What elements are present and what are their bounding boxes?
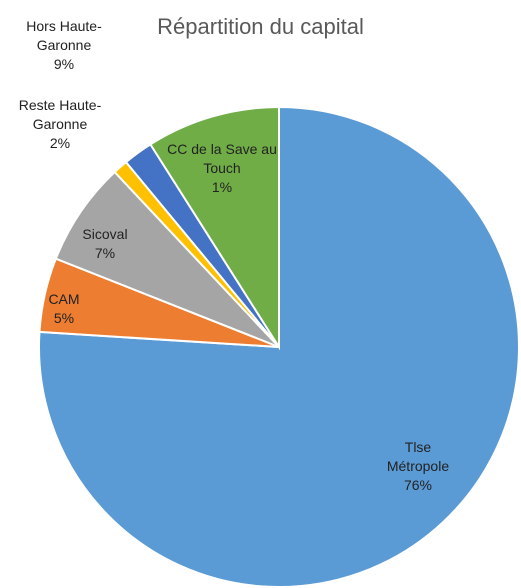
value-label: 5% (53, 310, 75, 326)
category-label: Tlse Métropole (386, 439, 450, 474)
value-label: 1% (211, 179, 233, 195)
value-label: 2% (49, 135, 71, 151)
value-label: 76% (403, 477, 433, 493)
slice-label: Sicoval 7% (70, 225, 140, 263)
slice-label: Tlse Métropole 76% (373, 438, 463, 495)
value-label: 9% (53, 56, 75, 72)
chart-title: Répartition du capital (157, 14, 364, 39)
pie-slice (38, 105, 520, 588)
category-label: CAM (48, 291, 80, 307)
slice-label: CAM 5% (34, 290, 94, 328)
category-label: CC de la Save au Touch (167, 141, 277, 176)
slice-label: CC de la Save au Touch 1% (167, 140, 277, 197)
category-label: Sicoval (82, 226, 128, 242)
category-label: Reste Haute-Garonne (18, 97, 102, 132)
slice-label: Reste Haute-Garonne 2% (0, 96, 120, 153)
slice-label: Hors Haute-Garonne 9% (9, 17, 119, 74)
category-label: Hors Haute-Garonne (26, 18, 102, 53)
pie-slice (54, 170, 280, 348)
value-label: 7% (94, 245, 116, 261)
pie-slice (149, 105, 280, 351)
